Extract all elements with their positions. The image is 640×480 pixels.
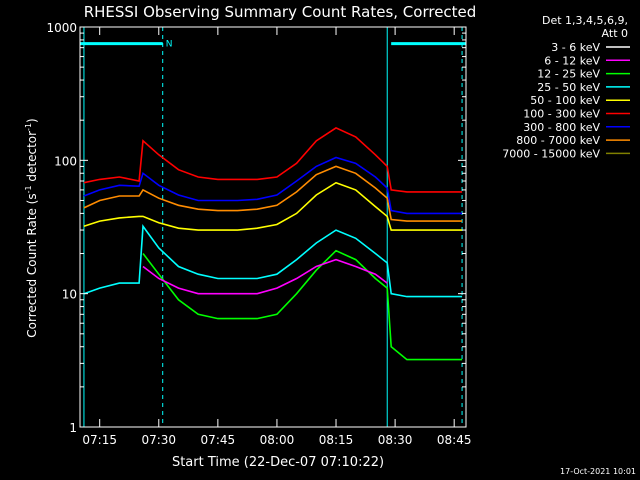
y-tick-label: 1: [69, 421, 77, 435]
legend-label-4: 50 - 100 keV: [530, 94, 600, 107]
legend-label-1: 6 - 12 keV: [544, 54, 600, 67]
chart-title: RHESSI Observing Summary Count Rates, Co…: [84, 3, 477, 21]
axes-layer: [79, 26, 467, 428]
legend-label-8: 7000 - 15000 keV: [502, 147, 600, 160]
x-tick-label: 07:15: [82, 433, 117, 447]
y-axis-label: Corrected Count Rate (s-1 detector-1): [24, 118, 39, 337]
legend-label-7: 800 - 7000 keV: [516, 134, 600, 147]
x-tick-label: 08:45: [437, 433, 472, 447]
legend-label-6: 300 - 800 keV: [523, 121, 600, 134]
series-line-6-0: [83, 156, 463, 215]
y-axis-label-end: ): [25, 118, 39, 123]
y-axis-label-main: Corrected Count Rate (s: [25, 193, 39, 337]
series-line-5-0: [83, 126, 463, 193]
timestamp: 17-Oct-2021 10:01: [560, 467, 636, 476]
plot-frame: [79, 26, 467, 428]
y-tick-label: 1000: [46, 21, 77, 35]
x-tick-label: 08:30: [378, 433, 413, 447]
ticks-layer: 07:15 07:30 07:45 08:00 08:15 08:30 08:45 1 10 10…: [46, 21, 471, 447]
y-axis-label-sup1: -1: [24, 185, 33, 193]
night-marker: N: [166, 40, 173, 50]
legend-header-line-1: Det 1,3,4,5,6,9,: [542, 14, 628, 27]
x-tick-label: 08:15: [319, 433, 354, 447]
x-tick-label: 07:30: [141, 433, 176, 447]
series-layer: [83, 126, 463, 361]
legend-label-0: 3 - 6 keV: [551, 41, 600, 54]
x-axis-label: Start Time (22-Dec-07 07:10:22): [172, 455, 384, 470]
legend-label-2: 12 - 25 keV: [537, 68, 600, 81]
series-line-2-0: [142, 249, 463, 361]
series-line-3-0: [83, 224, 463, 298]
legend-label-3: 25 - 50 keV: [537, 81, 600, 94]
y-axis-label-mid: detector: [25, 131, 39, 186]
y-axis-label-sup2: -1: [24, 123, 33, 131]
legend-header-line-2: Att 0: [602, 27, 628, 40]
y-tick-label: 100: [54, 154, 77, 168]
x-tick-label: 07:45: [201, 433, 236, 447]
x-tick-label: 08:00: [260, 433, 295, 447]
series-line-7-0: [83, 165, 463, 222]
y-tick-label: 10: [62, 288, 77, 302]
series-line-4-0: [83, 181, 463, 231]
annotation-layer: N: [80, 27, 466, 427]
legend-label-5: 100 - 300 keV: [523, 108, 600, 121]
series-line-1-0: [142, 258, 388, 295]
